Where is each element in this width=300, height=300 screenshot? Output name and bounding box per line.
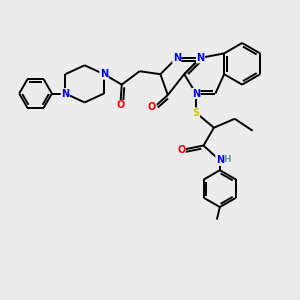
- Text: O: O: [177, 145, 185, 155]
- Text: H: H: [224, 155, 231, 164]
- Text: N: N: [196, 53, 205, 63]
- Text: N: N: [61, 88, 69, 98]
- Text: O: O: [148, 102, 156, 112]
- Text: N: N: [192, 88, 200, 98]
- Text: N: N: [100, 69, 108, 79]
- Text: N: N: [216, 155, 224, 165]
- Text: S: S: [193, 108, 200, 118]
- Text: N: N: [173, 53, 181, 63]
- Text: O: O: [116, 100, 124, 110]
